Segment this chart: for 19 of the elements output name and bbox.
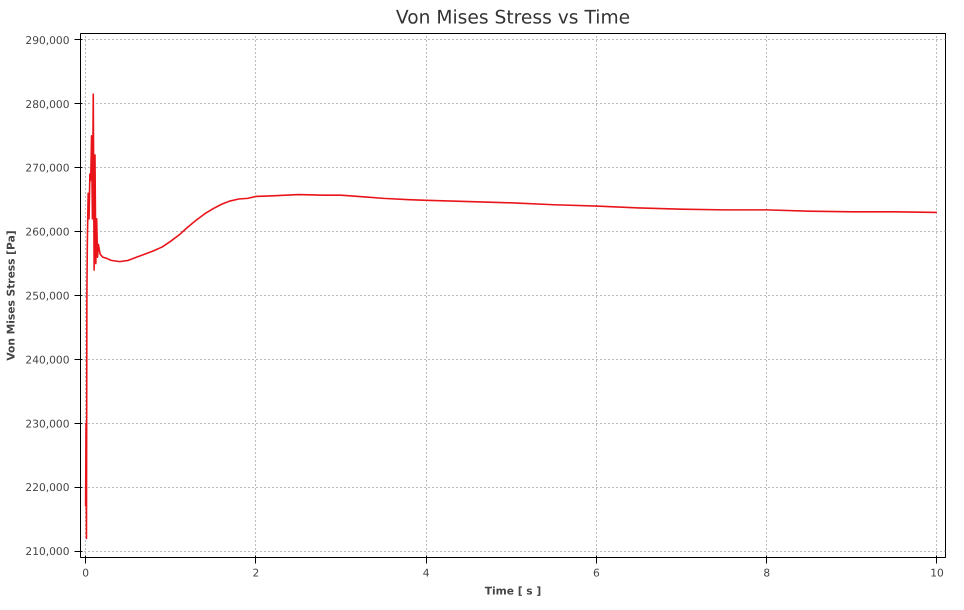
chart-title: Von Mises Stress vs Time [396,8,630,28]
y-tick-label: 250,000 [25,290,70,302]
y-tick-label: 280,000 [25,98,70,111]
x-tick-label: 8 [763,566,770,580]
y-tick-label: 240,000 [25,353,70,366]
y-tick-label: 270,000 [25,162,70,175]
y-tick-label: 260,000 [25,226,70,239]
y-tick-label: 210,000 [25,545,70,558]
x-tick-label: 2 [252,566,260,580]
y-tick-label: 290,000 [25,34,70,47]
x-tick-label: 0 [82,566,90,580]
line-series [84,93,938,540]
y-tick-label: 230,000 [25,417,70,430]
x-tick-label: 4 [422,566,430,580]
y-tick-label: 220,000 [25,481,70,494]
y-axis-title: Von Mises Stress [Pa] [4,230,18,361]
x-axis-title: Time [ s ] [484,584,542,598]
x-tick-label: 6 [593,566,600,580]
x-tick-label: 10 [930,566,944,580]
